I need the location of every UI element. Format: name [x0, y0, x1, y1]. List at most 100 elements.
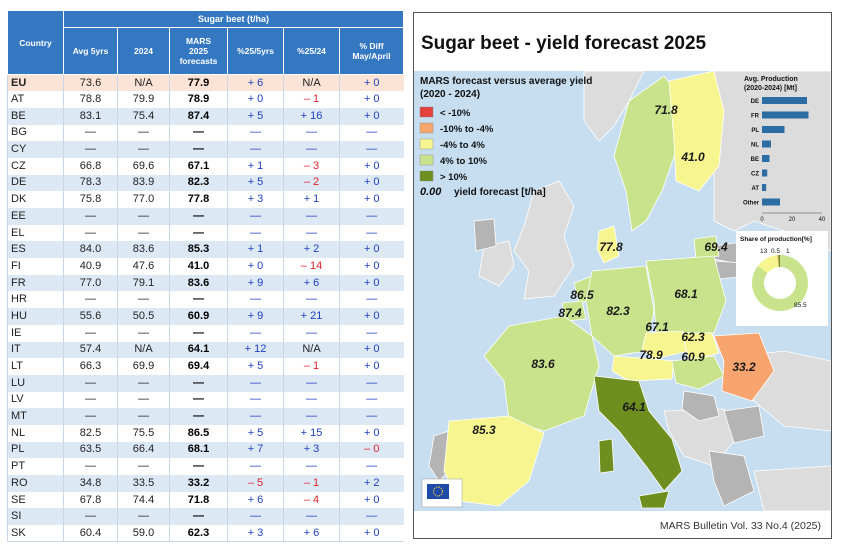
production-bar [762, 126, 785, 133]
table-cell: — [63, 508, 118, 526]
table-cell: 62.3 [169, 525, 228, 542]
table-cell: 71.8 [169, 491, 228, 509]
table-cell: — [283, 374, 340, 392]
share-slice [752, 255, 808, 312]
table-cell: + 15 [283, 424, 340, 442]
table-cell: LT [7, 358, 64, 375]
legend-title-line2: (2020 - 2024) [420, 89, 480, 100]
table-cell: + 7 [227, 441, 284, 459]
table-cell: PL [7, 441, 64, 459]
table-row: HU 55.6 50.5 60.9 + 9 + 21 + 0 [7, 308, 404, 325]
table-row: ES 84.0 83.6 85.3 + 1 + 2 + 0 [7, 241, 404, 259]
table-cell: — [117, 224, 170, 242]
table-cell: + 2 [283, 241, 340, 259]
table-cell: HR [7, 291, 64, 309]
table-cell: SE [7, 491, 64, 509]
table-cell: — [283, 324, 340, 342]
table-cell: + 0 [338, 241, 404, 259]
legend-swatch [419, 138, 434, 150]
table-cell: + 0 [338, 107, 404, 125]
country-it [593, 375, 683, 492]
table-cell: 60.9 [169, 308, 228, 325]
table-cell: N/A [283, 341, 340, 359]
country-sk [681, 332, 720, 362]
table-cell: SI [7, 508, 64, 526]
table-cell: N/A [117, 341, 170, 359]
table-row: BG — — — — — — [7, 124, 404, 142]
table-cell: — [338, 408, 404, 425]
label-de: 82.3 [606, 304, 630, 318]
table-row: CZ 66.8 69.6 67.1 + 1– 3 + 0 [7, 157, 404, 175]
table-cell: + 5 [227, 174, 284, 192]
table-cell: — [117, 124, 170, 142]
table-row: SK 60.4 59.0 62.3 + 3 + 6 + 0 [7, 525, 404, 542]
table-cell: 66.8 [63, 157, 118, 175]
table-cell: — [283, 124, 340, 142]
table-cell: — [117, 508, 170, 526]
table-cell: SK [7, 525, 64, 542]
production-bar [762, 198, 780, 206]
country-lt [693, 235, 720, 260]
table-cell: + 3 [227, 525, 284, 542]
table-cell: + 9 [227, 274, 284, 292]
production-tick-label: 40 [819, 217, 826, 223]
label-sk: 62.3 [681, 330, 705, 344]
table-cell: 57.4 [63, 341, 118, 359]
table-row: EE — — — — — — [7, 208, 404, 225]
table-cell: NL [7, 424, 64, 442]
table-cell: – 4 [283, 491, 340, 509]
table-cell: 74.4 [117, 491, 170, 509]
table-cell: — [338, 458, 404, 475]
country-de [585, 265, 655, 357]
share-label-1: 1 [786, 248, 790, 255]
production-tick-label: 0 [760, 217, 764, 223]
table-row: DK 75.8 77.0 77.8 + 3 + 1 + 0 [7, 191, 404, 208]
production-category-label: CZ [751, 172, 759, 178]
table-cell: + 1 [283, 191, 340, 208]
production-bar [762, 184, 767, 191]
table-cell: 79.1 [117, 274, 170, 292]
table-cell: PT [7, 458, 64, 475]
table-cell: + 21 [283, 308, 340, 325]
production-chart: Avg. Production (2020-2024) [Mt] DE FR PL N… [743, 76, 826, 223]
table-cell: — [227, 324, 284, 342]
table-cell: — [63, 458, 118, 475]
table-cell: — [169, 124, 228, 142]
table-cell: 78.8 [63, 91, 118, 108]
map-footer: MARS Bulletin Vol. 33 No.4 (2025) [659, 520, 821, 532]
country-be [561, 300, 587, 322]
table-cell: + 0 [338, 525, 404, 542]
column-header: 2024 [117, 27, 170, 75]
table-cell: — [227, 458, 284, 475]
label-it: 64.1 [622, 400, 646, 414]
yield-table: Country Sugar beet (t/ha) Avg 5yrs 2024 MA… [7, 10, 405, 542]
table-row: HR — — — — — — [7, 291, 404, 309]
table-cell: + 5 [227, 358, 284, 375]
table-cell: 60.4 [63, 525, 118, 542]
production-category-label: Other [743, 201, 760, 207]
table-cell: — [117, 391, 170, 409]
table-cell: – 5 [227, 475, 284, 492]
country-dk [596, 225, 620, 264]
table-cell: + 6 [227, 74, 284, 92]
table-cell: — [63, 408, 118, 425]
table-cell: FR [7, 274, 64, 292]
table-cell: 77.9 [169, 74, 228, 92]
table-row: IT 57.4 N/A 64.1 + 12 N/A + 0 [7, 341, 404, 359]
table-cell: 67.1 [169, 157, 228, 175]
table-row: PL 63.5 66.4 68.1 + 7 + 3– 0 [7, 441, 404, 459]
legend-swatch [419, 106, 434, 118]
table-cell: + 0 [338, 424, 404, 442]
table-cell: 69.4 [169, 358, 228, 375]
table-cell: + 0 [338, 74, 404, 92]
table-row: AT 78.8 79.9 78.9 + 0– 1 + 0 [7, 91, 404, 108]
table-cell: IT [7, 341, 64, 359]
table-cell: – 0 [338, 441, 404, 459]
table-row: SE 67.8 74.4 71.8 + 6– 4 + 0 [7, 491, 404, 509]
table-cell: CZ [7, 157, 64, 175]
table-cell: — [227, 508, 284, 526]
production-category-label: PL [751, 128, 759, 134]
table-cell: 73.6 [63, 74, 118, 92]
table-cell: — [169, 224, 228, 242]
production-bar [762, 97, 807, 104]
